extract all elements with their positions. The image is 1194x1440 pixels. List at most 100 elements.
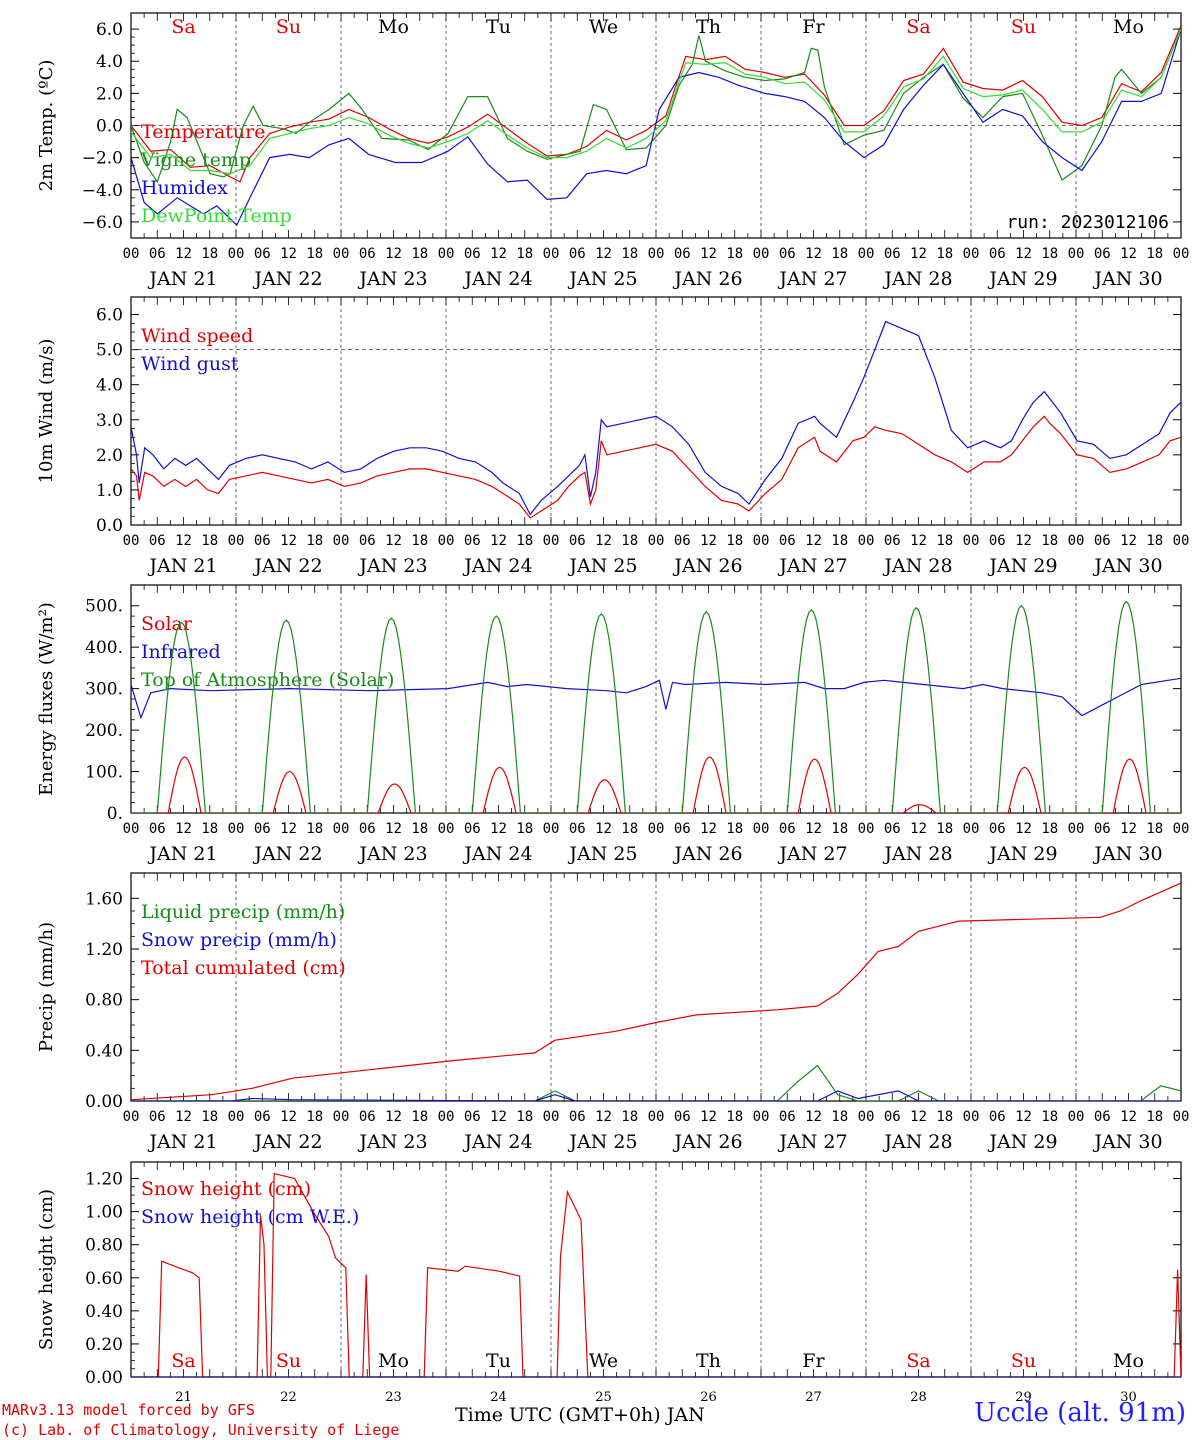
series-line xyxy=(131,1090,1181,1101)
hour-label: 00 xyxy=(858,246,875,262)
hour-label: 06 xyxy=(359,821,376,837)
hour-label: 18 xyxy=(936,246,953,262)
hour-label: 00 xyxy=(963,1109,980,1125)
day-date-label: JAN 28 xyxy=(882,1131,952,1153)
y-axis-label: 2m Temp. (ºC) xyxy=(36,60,57,192)
hour-label: 00 xyxy=(333,821,350,837)
day-number-label: 26 xyxy=(700,1390,717,1405)
weekday-label: Sa xyxy=(906,16,930,38)
hour-label: 18 xyxy=(306,246,323,262)
hour-label: 12 xyxy=(175,1109,192,1125)
weekday-label: Sa xyxy=(171,1350,195,1372)
weekday-label: Tu xyxy=(486,1350,511,1372)
panel-5: 0.00 0.20 0.40 0.60 0.80 1.00 1.20 Snow height … xyxy=(36,1161,1182,1405)
y-tick-label: 300. xyxy=(85,680,123,700)
series-line xyxy=(131,1064,1181,1101)
y-tick-label: 0.0 xyxy=(96,117,123,137)
hour-label: 00 xyxy=(1068,821,1085,837)
day-number-label: 24 xyxy=(490,1390,507,1405)
legend-entry: Vigne temp xyxy=(140,149,251,171)
hour-label: 00 xyxy=(438,1109,455,1125)
hour-label: 18 xyxy=(831,1109,848,1125)
hour-label: 18 xyxy=(201,246,218,262)
hour-label: 00 xyxy=(123,821,140,837)
hour-label: 12 xyxy=(1120,533,1137,549)
weekday-label: Mo xyxy=(1113,1350,1144,1372)
hour-label: 00 xyxy=(648,1109,665,1125)
day-date-label: JAN 24 xyxy=(462,843,532,865)
hour-label: 18 xyxy=(621,533,638,549)
weekday-label: We xyxy=(589,1350,618,1372)
y-tick-label: 0. xyxy=(107,804,123,824)
hour-label: 06 xyxy=(674,246,691,262)
series-line xyxy=(131,1172,1181,1377)
hour-label: 06 xyxy=(569,821,586,837)
y-tick-label: 1.20 xyxy=(85,1170,123,1190)
hour-label: 06 xyxy=(464,821,481,837)
y-tick-label: 5.0 xyxy=(96,341,123,361)
y-tick-label: 6.0 xyxy=(96,20,123,40)
y-tick-label: 1.20 xyxy=(85,940,123,960)
hour-label: 00 xyxy=(543,246,560,262)
day-date-label: JAN 26 xyxy=(672,555,742,577)
day-date-label: JAN 24 xyxy=(462,268,532,290)
day-date-label: JAN 26 xyxy=(672,843,742,865)
day-date-label: JAN 30 xyxy=(1092,555,1162,577)
day-number-label: 21 xyxy=(175,1390,192,1405)
hour-label: 00 xyxy=(963,246,980,262)
day-date-label: JAN 23 xyxy=(357,843,427,865)
hour-label: 12 xyxy=(280,1109,297,1125)
hour-label: 18 xyxy=(306,1109,323,1125)
legend-entry: Total cumulated (cm) xyxy=(141,957,346,979)
hour-label: 06 xyxy=(359,533,376,549)
hour-label: 00 xyxy=(1068,533,1085,549)
weekday-label: Tu xyxy=(486,16,511,38)
day-date-label: JAN 30 xyxy=(1092,843,1162,865)
legend-entry: Wind speed xyxy=(141,325,253,347)
hour-label: 06 xyxy=(779,533,796,549)
y-tick-label: 1.00 xyxy=(85,1203,123,1223)
hour-label: 06 xyxy=(359,246,376,262)
hour-label: 12 xyxy=(595,533,612,549)
series-line xyxy=(131,882,1181,1101)
hour-label: 18 xyxy=(621,246,638,262)
hour-label: 18 xyxy=(411,246,428,262)
series-line xyxy=(131,600,1181,813)
hour-label: 12 xyxy=(595,246,612,262)
legend-entry: Infrared xyxy=(141,641,221,663)
day-date-label: JAN 23 xyxy=(357,268,427,290)
hour-label: 06 xyxy=(464,1109,481,1125)
hour-label: 18 xyxy=(201,1109,218,1125)
hour-label: 12 xyxy=(910,821,927,837)
day-date-label: JAN 27 xyxy=(777,555,847,577)
y-tick-label: 0.80 xyxy=(85,1236,123,1256)
hour-label: 00 xyxy=(753,533,770,549)
hour-label: 06 xyxy=(464,533,481,549)
credit-line-lab: (c) Lab. of Climatology, University of L… xyxy=(2,1421,400,1439)
y-tick-label: 0.40 xyxy=(85,1041,123,1061)
hour-label: 00 xyxy=(963,821,980,837)
hour-label: 00 xyxy=(543,1109,560,1125)
series-line xyxy=(131,320,1181,516)
hour-label: 12 xyxy=(175,246,192,262)
series-line xyxy=(131,28,1181,184)
y-tick-label: −6.0 xyxy=(82,213,123,233)
y-tick-label: −2.0 xyxy=(82,149,123,169)
y-tick-label: −4.0 xyxy=(82,181,123,201)
day-date-label: JAN 22 xyxy=(252,555,322,577)
hour-label: 12 xyxy=(280,821,297,837)
hour-label: 00 xyxy=(858,533,875,549)
weekday-label: Su xyxy=(276,1350,301,1372)
day-number-label: 29 xyxy=(1015,1390,1032,1405)
hour-label: 00 xyxy=(543,533,560,549)
hour-label: 12 xyxy=(700,1109,717,1125)
hour-label: 00 xyxy=(228,533,245,549)
day-date-label: JAN 27 xyxy=(777,268,847,290)
weekday-label: Fr xyxy=(802,1350,825,1372)
hour-label: 18 xyxy=(201,821,218,837)
day-date-label: JAN 21 xyxy=(147,1131,217,1153)
series-line xyxy=(131,677,1181,720)
hour-label: 18 xyxy=(411,1109,428,1125)
day-date-label: JAN 23 xyxy=(357,1131,427,1153)
